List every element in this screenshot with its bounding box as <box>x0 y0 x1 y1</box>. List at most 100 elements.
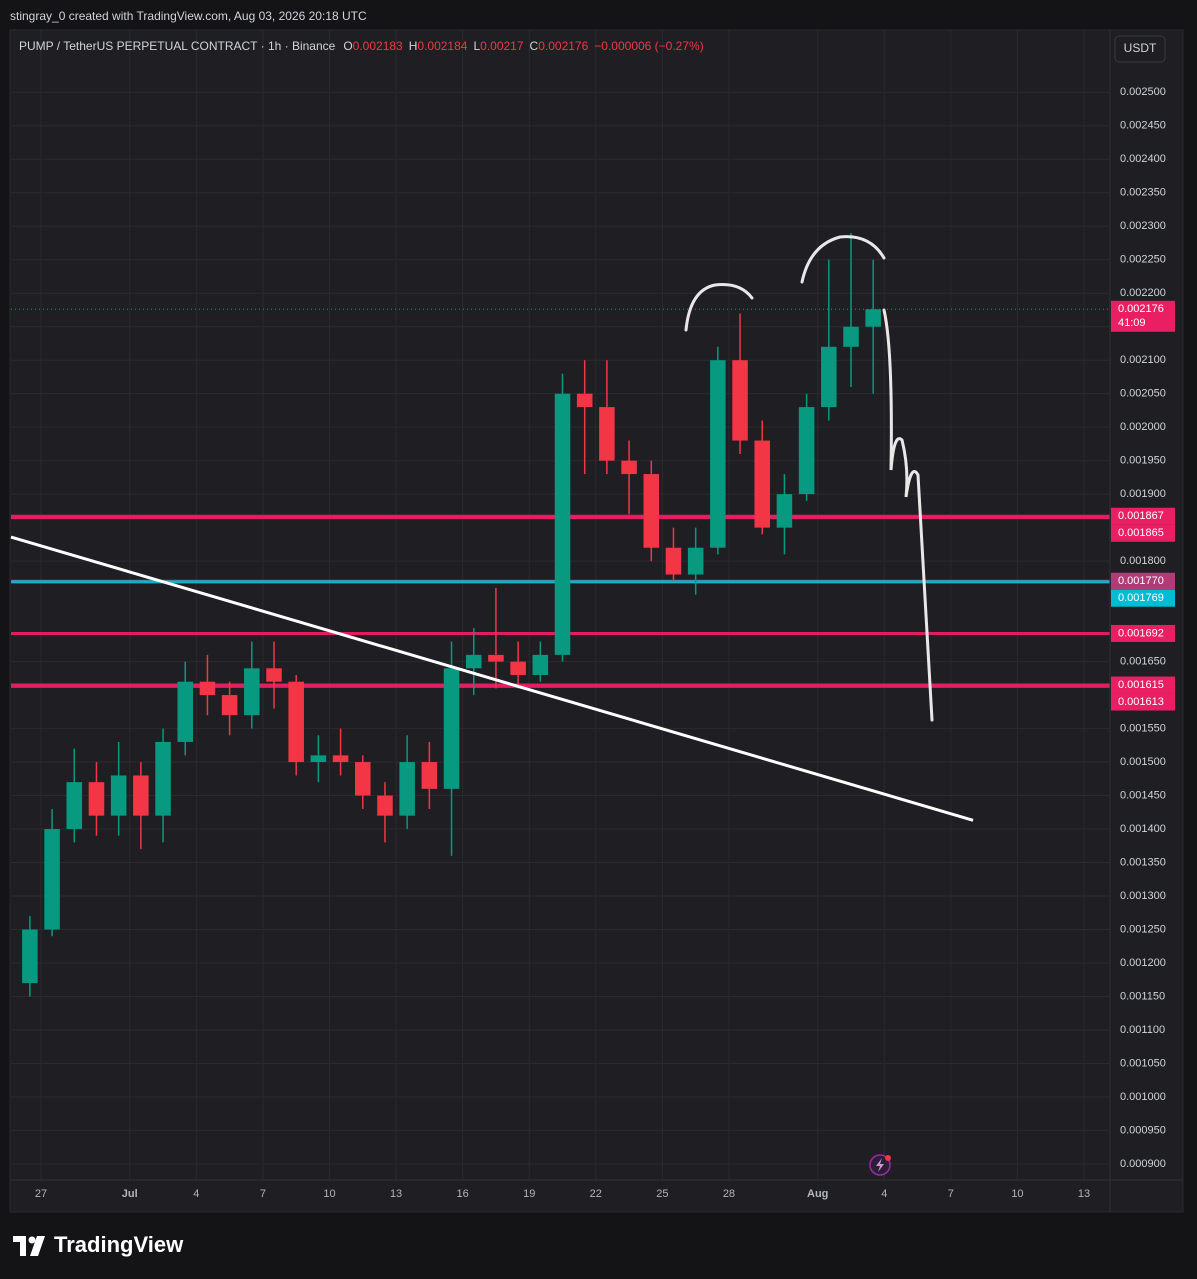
ohlc-value: 0.002176 <box>538 39 588 53</box>
y-tick-label: 0.002350 <box>1120 187 1166 199</box>
ohlc-label: L <box>473 39 480 53</box>
x-tick-label: 16 <box>457 1188 469 1200</box>
logo-mark <box>30 1236 45 1256</box>
x-tick-label: 22 <box>590 1188 602 1200</box>
candle-body <box>621 460 637 475</box>
axes: 0.002500 0.002450 0.002400 0.002350 0.002300… <box>35 86 1175 1200</box>
current-price-bg <box>1111 300 1175 332</box>
y-tick-label: 0.001800 <box>1120 555 1166 567</box>
y-tick-label: 0.001950 <box>1120 455 1166 467</box>
candle-body <box>221 695 238 716</box>
candle-body <box>510 661 526 675</box>
level-label-bg <box>1111 507 1175 525</box>
candle-body <box>399 762 415 816</box>
x-tick-label: 4 <box>193 1188 199 1200</box>
candle-body <box>554 393 571 655</box>
y-tick-label: 0.002400 <box>1120 153 1166 165</box>
brand-logo: TradingView <box>13 1232 184 1257</box>
y-tick-label: 0.001150 <box>1120 990 1165 1002</box>
symbol-legend: PUMP / TetherUS PERPETUAL CONTRACT · 1h … <box>19 39 704 53</box>
candle-body <box>532 654 549 675</box>
candle-body <box>776 494 793 528</box>
symbol-title: PUMP / TetherUS PERPETUAL CONTRACT · 1h … <box>19 39 336 53</box>
level-label: 0.001769 <box>1118 592 1164 604</box>
x-tick-label: 19 <box>523 1188 535 1200</box>
ohlc-value: 0.002183 <box>353 39 403 53</box>
x-tick-label: 27 <box>35 1188 47 1200</box>
candle-body <box>177 681 194 742</box>
candle-body <box>443 668 460 789</box>
candle-body <box>754 440 770 528</box>
candles <box>22 232 881 997</box>
y-tick-label: 0.002250 <box>1120 254 1166 266</box>
y-tick-label: 0.002100 <box>1120 354 1166 366</box>
candle-body <box>332 755 349 763</box>
x-tick-label: 10 <box>323 1188 335 1200</box>
y-tick-label: 0.002200 <box>1120 287 1166 299</box>
change: −0.000006 (−0.27%) <box>594 39 703 53</box>
level-label: 0.001865 <box>1118 527 1164 539</box>
candle-body <box>488 654 504 662</box>
level-label-bg <box>1111 572 1175 590</box>
attribution: stingray_0 created with TradingView.com,… <box>10 9 367 23</box>
y-tick-label: 0.001400 <box>1120 823 1166 835</box>
candle-body <box>687 547 704 575</box>
ohlc-label: H <box>409 39 418 53</box>
candle-body <box>843 326 859 347</box>
x-tick-label: 4 <box>881 1188 887 1200</box>
logo-mark <box>28 1236 36 1244</box>
level-label: 0.001615 <box>1118 679 1164 691</box>
candle-body <box>377 795 393 816</box>
x-tick-label: 10 <box>1011 1188 1023 1200</box>
y-tick-label: 0.001550 <box>1120 722 1166 734</box>
y-tick-label: 0.000900 <box>1120 1158 1166 1170</box>
candle-body <box>665 547 682 575</box>
ohlc-value: 0.00217 <box>480 39 524 53</box>
y-tick-label: 0.001000 <box>1120 1091 1166 1103</box>
ohlc-label: C <box>530 39 539 53</box>
level-label-bg <box>1111 624 1175 642</box>
ohlc-value: 0.002184 <box>417 39 467 53</box>
x-tick-label: Jul <box>122 1188 138 1200</box>
alert-icon[interactable] <box>869 1154 891 1176</box>
currency-button[interactable] <box>1114 35 1166 63</box>
y-tick-label: 0.000950 <box>1120 1124 1166 1136</box>
candle-body <box>310 755 327 763</box>
alert-icon-dot <box>885 1155 891 1161</box>
brand: TradingView <box>54 1232 184 1257</box>
y-tick-label: 0.001100 <box>1120 1024 1165 1036</box>
candle-body <box>288 681 304 763</box>
y-tick-label: 0.001450 <box>1120 789 1166 801</box>
candle-body <box>22 929 38 984</box>
trendline <box>10 535 974 822</box>
y-tick-label: 0.002050 <box>1120 388 1166 400</box>
level-label: 0.001867 <box>1118 510 1164 522</box>
chart-frame <box>9 29 1184 1213</box>
candle-body <box>643 474 660 548</box>
y-tick-label: 0.002450 <box>1120 120 1166 132</box>
candle-body <box>798 407 815 495</box>
level-label-bg <box>1111 676 1175 694</box>
alert-icon-bolt <box>876 1158 884 1172</box>
x-tick-label: Aug <box>807 1188 828 1200</box>
hand-arc <box>800 235 886 284</box>
current-price-label: 0.002176 <box>1118 303 1164 315</box>
currency[interactable]: USDT <box>1124 41 1157 55</box>
x-tick-label: 25 <box>656 1188 668 1200</box>
y-tick-label: 0.002500 <box>1120 86 1166 98</box>
candle-body <box>66 782 83 830</box>
y-tick-label: 0.001050 <box>1120 1057 1166 1069</box>
candle-body <box>576 393 593 408</box>
y-tick-label: 0.001300 <box>1120 890 1166 902</box>
candle-body <box>199 681 216 696</box>
hand-arc <box>684 283 754 332</box>
candle-body <box>821 346 837 408</box>
candle-body <box>865 309 881 327</box>
candle-body <box>88 782 105 816</box>
level-label-bg <box>1111 524 1175 542</box>
y-tick-label: 0.002000 <box>1120 421 1166 433</box>
level-label-bg <box>1111 589 1175 607</box>
y-tick-label: 0.001500 <box>1120 756 1166 768</box>
